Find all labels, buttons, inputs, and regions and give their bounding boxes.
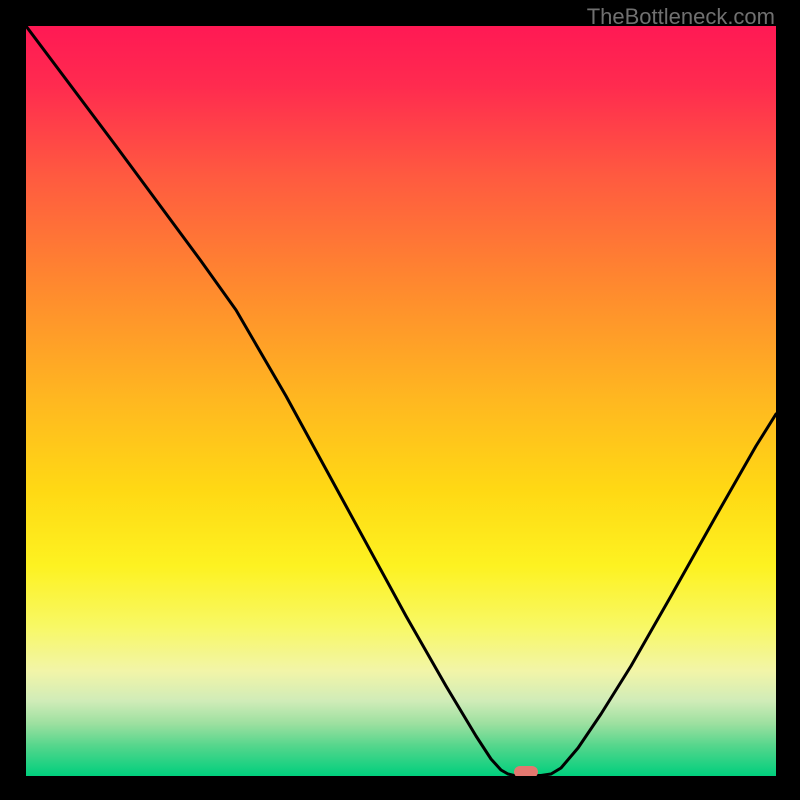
plot-area — [26, 26, 776, 776]
bottleneck-curve — [26, 26, 776, 776]
bottleneck-chart: TheBottleneck.com — [0, 0, 800, 800]
curve-layer — [26, 26, 776, 776]
watermark-text: TheBottleneck.com — [587, 4, 775, 30]
optimal-marker — [514, 766, 538, 776]
